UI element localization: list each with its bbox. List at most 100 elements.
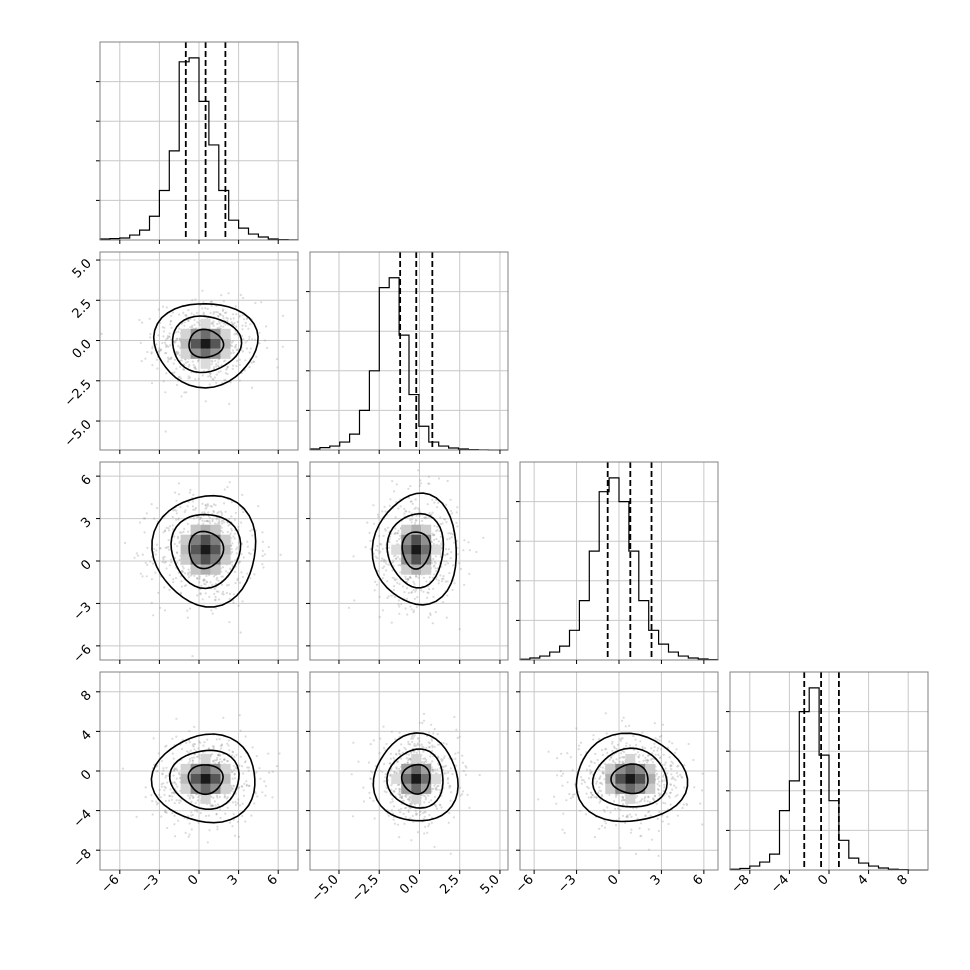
scatter-point bbox=[401, 585, 405, 588]
scatter-point bbox=[656, 817, 659, 821]
scatter-point bbox=[424, 825, 427, 828]
scatter-point bbox=[435, 530, 438, 533]
scatter-point bbox=[440, 580, 444, 583]
scatter-point bbox=[220, 583, 224, 586]
scatter-point bbox=[432, 587, 435, 590]
scatter-point bbox=[458, 562, 461, 565]
scatter-point bbox=[437, 784, 440, 787]
scatter-point bbox=[671, 762, 674, 765]
scatter-point bbox=[440, 542, 443, 545]
scatter-point bbox=[438, 803, 441, 806]
scatter-point bbox=[173, 823, 176, 826]
scatter-point bbox=[604, 822, 607, 825]
scatter-point bbox=[188, 491, 191, 494]
scatter-point bbox=[201, 502, 204, 505]
scatter-point bbox=[172, 769, 175, 772]
scatter-point bbox=[176, 785, 179, 788]
scatter-point bbox=[404, 577, 407, 581]
scatter-point bbox=[216, 803, 220, 806]
scatter-point bbox=[465, 766, 468, 769]
scatter-point bbox=[187, 835, 190, 838]
scatter-point bbox=[639, 740, 642, 743]
scatter-point bbox=[232, 535, 235, 538]
scatter-point bbox=[566, 781, 569, 784]
scatter-point bbox=[241, 785, 244, 788]
scatter-point bbox=[455, 511, 458, 514]
scatter-point bbox=[403, 746, 406, 749]
scatter-point bbox=[220, 529, 223, 532]
x-tick-label: 5.0 bbox=[478, 872, 503, 897]
scatter-point bbox=[393, 771, 396, 774]
scatter-point bbox=[172, 578, 175, 581]
scatter-point bbox=[398, 731, 401, 734]
scatter-point bbox=[431, 746, 434, 749]
scatter-point bbox=[182, 530, 185, 533]
scatter-point bbox=[165, 567, 168, 570]
scatter-point bbox=[207, 747, 210, 750]
scatter-point bbox=[139, 572, 142, 575]
density-cell bbox=[401, 524, 412, 535]
scatter-point bbox=[666, 772, 669, 775]
scatter-point bbox=[436, 785, 439, 788]
scatter-point bbox=[241, 314, 244, 317]
scatter-point bbox=[163, 609, 167, 612]
scatter-point bbox=[174, 577, 178, 580]
scatter-point bbox=[233, 518, 236, 522]
scatter-point bbox=[614, 795, 618, 798]
scatter-point bbox=[619, 846, 622, 850]
scatter-point bbox=[630, 815, 633, 819]
scatter-point bbox=[561, 784, 564, 787]
scatter-point bbox=[638, 827, 641, 830]
scatter-point bbox=[436, 525, 439, 528]
scatter-point bbox=[207, 375, 210, 378]
scatter-point bbox=[164, 430, 167, 433]
scatter-point bbox=[461, 754, 464, 757]
scatter-point bbox=[593, 795, 596, 799]
scatter-point bbox=[393, 770, 396, 774]
scatter-point bbox=[236, 348, 239, 351]
scatter-point bbox=[178, 375, 181, 378]
scatter-point bbox=[417, 576, 420, 579]
scatter-point bbox=[571, 795, 575, 799]
scatter-point bbox=[208, 521, 212, 525]
scatter-point bbox=[388, 537, 391, 541]
scatter-point bbox=[222, 300, 225, 303]
scatter-point bbox=[150, 601, 153, 605]
scatter-point bbox=[150, 503, 153, 506]
scatter-point bbox=[464, 773, 467, 777]
scatter-point bbox=[393, 490, 396, 493]
density-cell bbox=[625, 763, 636, 774]
scatter-point bbox=[212, 320, 215, 323]
panel-2-2 bbox=[516, 461, 719, 664]
scatter-point bbox=[264, 339, 267, 342]
scatter-point bbox=[228, 481, 231, 484]
scatter-point bbox=[677, 764, 680, 768]
scatter-point bbox=[229, 317, 232, 320]
scatter-point bbox=[168, 335, 171, 338]
scatter-point bbox=[232, 324, 235, 327]
scatter-point bbox=[188, 571, 191, 574]
scatter-point bbox=[384, 510, 387, 513]
scatter-point bbox=[420, 519, 424, 523]
scatter-point bbox=[653, 722, 656, 725]
scatter-point bbox=[172, 792, 175, 795]
scatter-point bbox=[223, 793, 226, 796]
scatter-point bbox=[369, 778, 372, 781]
scatter-point bbox=[593, 761, 596, 765]
scatter-point bbox=[390, 621, 393, 624]
scatter-point bbox=[598, 827, 601, 831]
scatter-point bbox=[192, 745, 195, 748]
scatter-point bbox=[281, 314, 285, 317]
scatter-point bbox=[227, 571, 230, 574]
scatter-point bbox=[212, 509, 215, 513]
scatter-point bbox=[209, 505, 212, 508]
scatter-point bbox=[454, 757, 457, 761]
scatter-point bbox=[611, 749, 614, 753]
scatter-point bbox=[156, 769, 159, 773]
scatter-point bbox=[156, 764, 159, 767]
density-cell bbox=[220, 544, 231, 555]
scatter-point bbox=[204, 307, 207, 310]
scatter-point bbox=[217, 371, 220, 374]
panel-1-1 bbox=[306, 251, 509, 454]
scatter-point bbox=[414, 590, 417, 593]
